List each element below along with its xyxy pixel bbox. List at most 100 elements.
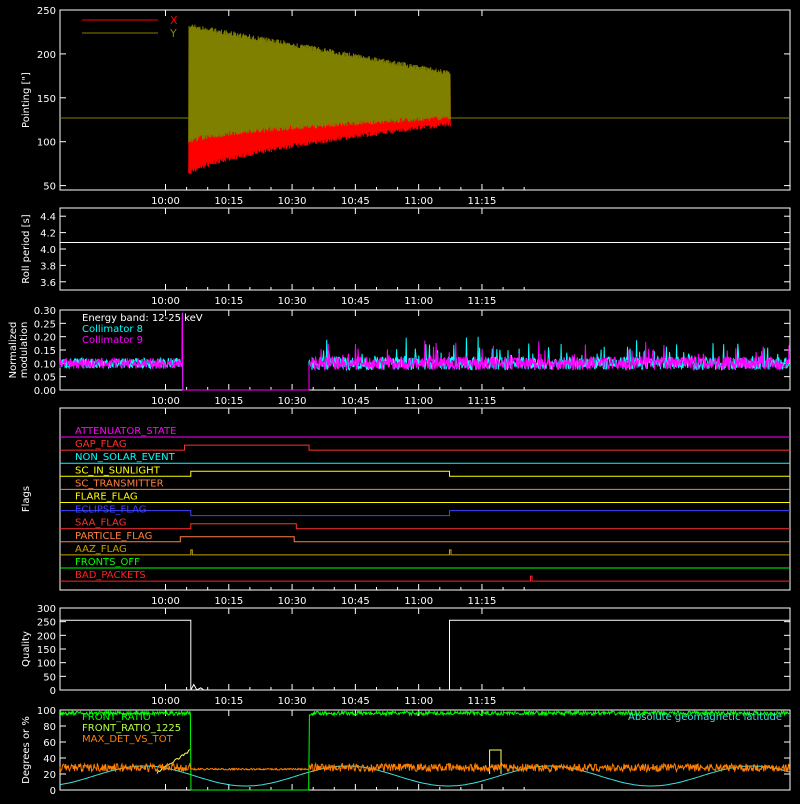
panel-frame-1	[59, 207, 791, 291]
max-det-vs-tot-trace	[59, 761, 791, 774]
flag-label: FLARE_FLAG	[75, 492, 138, 503]
x-tick-label: 10:45	[341, 396, 370, 407]
flag-trace	[60, 510, 790, 517]
x-tick-label: 10:15	[214, 396, 243, 407]
pointing-series-Y	[60, 24, 790, 143]
y-tick-label: 150	[37, 94, 56, 105]
x-tick-label: 10:30	[278, 696, 307, 707]
degrees-legend-label: MAX_DET_VS_TOT	[82, 734, 174, 745]
y-tick-label: 80	[43, 722, 56, 733]
y-tick-label: 3.8	[40, 261, 56, 272]
modulation-legend-label: Collimator 9	[82, 335, 143, 346]
y-tick-label: 50	[43, 672, 56, 683]
y-tick-label: 200	[37, 631, 56, 642]
x-tick-label: 10:00	[151, 696, 180, 707]
x-tick-label: 10:45	[341, 696, 370, 707]
x-tick-label: 11:15	[468, 196, 497, 207]
flag-label: AAZ_FLAG	[75, 544, 127, 555]
x-tick-label: 10:45	[341, 296, 370, 307]
modulation-series-1	[59, 312, 790, 391]
y-axis-label: modulation	[19, 322, 30, 379]
x-tick-label: 10:00	[151, 196, 180, 207]
x-tick-label: 11:15	[468, 396, 497, 407]
flag-label: SC_IN_SUNLIGHT	[75, 465, 161, 476]
flag-label: GAP_FLAG	[75, 439, 127, 450]
flag-label: SC_TRANSMITTER	[75, 478, 164, 489]
x-tick-label: 10:15	[214, 296, 243, 307]
y-tick-label: 50	[43, 182, 56, 193]
geomagnetic-latitude-annotation: Absolute geomagnetic latitude	[628, 712, 782, 723]
y-tick-label: 40	[43, 754, 56, 765]
flag-label: BAD_PACKETS	[75, 570, 146, 581]
y-tick-label: 0	[50, 686, 56, 697]
flag-trace	[60, 444, 790, 451]
modulation-legend-label: Collimator 8	[82, 324, 143, 335]
y-tick-label: 3.6	[40, 278, 56, 289]
y-tick-label: 250	[37, 618, 56, 629]
flag-label: FRONTS_OFF	[75, 557, 140, 568]
quality-trace	[60, 619, 790, 691]
y-tick-label: 150	[37, 645, 56, 656]
y-tick-label: 0.10	[34, 359, 56, 370]
degrees-legend-label: FRONT_RATIO_1225	[82, 723, 181, 734]
panel-frame-3	[59, 407, 791, 591]
pointing-oscillation-X	[188, 74, 451, 175]
y-tick-label: 0.20	[34, 333, 56, 344]
panel-frame-0	[59, 9, 791, 191]
y-tick-label: 100	[37, 659, 56, 670]
x-tick-label: 11:00	[404, 396, 433, 407]
x-tick-label: 10:45	[341, 196, 370, 207]
front-ratio-1225-pulse	[489, 749, 502, 774]
flag-trace	[60, 523, 790, 530]
y-tick-label: 100	[37, 706, 56, 717]
x-tick-label: 10:00	[151, 396, 180, 407]
y-tick-label: 0.30	[34, 306, 56, 317]
y-tick-label: 4.4	[40, 212, 56, 223]
y-axis-label: Degrees or %	[21, 716, 32, 784]
y-tick-label: 20	[43, 770, 56, 781]
flag-trace	[60, 470, 790, 477]
x-tick-label: 11:00	[404, 196, 433, 207]
flag-label: NON_SOLAR_EVENT	[75, 452, 176, 463]
y-tick-label: 0.25	[34, 319, 56, 330]
flag-trace	[60, 536, 790, 543]
legend-label: X	[170, 14, 178, 27]
x-tick-label: 10:15	[214, 696, 243, 707]
y-tick-label: 300	[37, 604, 56, 615]
y-tick-label: 0.15	[34, 346, 56, 357]
y-tick-label: 60	[43, 738, 56, 749]
y-axis-label: Pointing ["]	[21, 72, 32, 128]
x-tick-label: 10:30	[278, 396, 307, 407]
y-tick-label: 200	[37, 50, 56, 61]
y-tick-label: 4.2	[40, 229, 56, 240]
pointing-oscillation-Y	[188, 24, 451, 143]
x-tick-label: 11:15	[468, 596, 497, 607]
flag-trace	[60, 575, 790, 582]
panel-frame-5	[59, 709, 791, 791]
y-tick-label: 4.0	[40, 245, 56, 256]
front-ratio-trace	[59, 709, 791, 791]
flag-label: ECLIPSE_FLAG	[75, 505, 146, 516]
x-tick-label: 10:30	[278, 296, 307, 307]
y-tick-label: 0.00	[34, 386, 56, 397]
flag-label: PARTICLE_FLAG	[75, 531, 152, 542]
x-tick-label: 10:15	[214, 196, 243, 207]
x-tick-label: 10:00	[151, 296, 180, 307]
y-axis-label: Quality	[21, 631, 32, 667]
y-axis-label: Roll period [s]	[21, 214, 32, 283]
x-tick-label: 10:30	[278, 596, 307, 607]
x-tick-label: 10:45	[341, 596, 370, 607]
legend-label: Y	[169, 27, 177, 40]
x-tick-label: 10:30	[278, 196, 307, 207]
degrees-legend-label: FRONT_RATIO	[82, 712, 151, 723]
flag-label: SAA_FLAG	[75, 518, 126, 529]
x-tick-label: 11:15	[468, 696, 497, 707]
y-tick-label: 250	[37, 6, 56, 17]
modulation-legend-label: Energy band: 12-25 keV	[82, 313, 203, 324]
y-axis-label: Normalized	[8, 322, 19, 379]
x-tick-label: 10:00	[151, 596, 180, 607]
x-tick-label: 11:15	[468, 296, 497, 307]
x-tick-label: 11:00	[404, 596, 433, 607]
